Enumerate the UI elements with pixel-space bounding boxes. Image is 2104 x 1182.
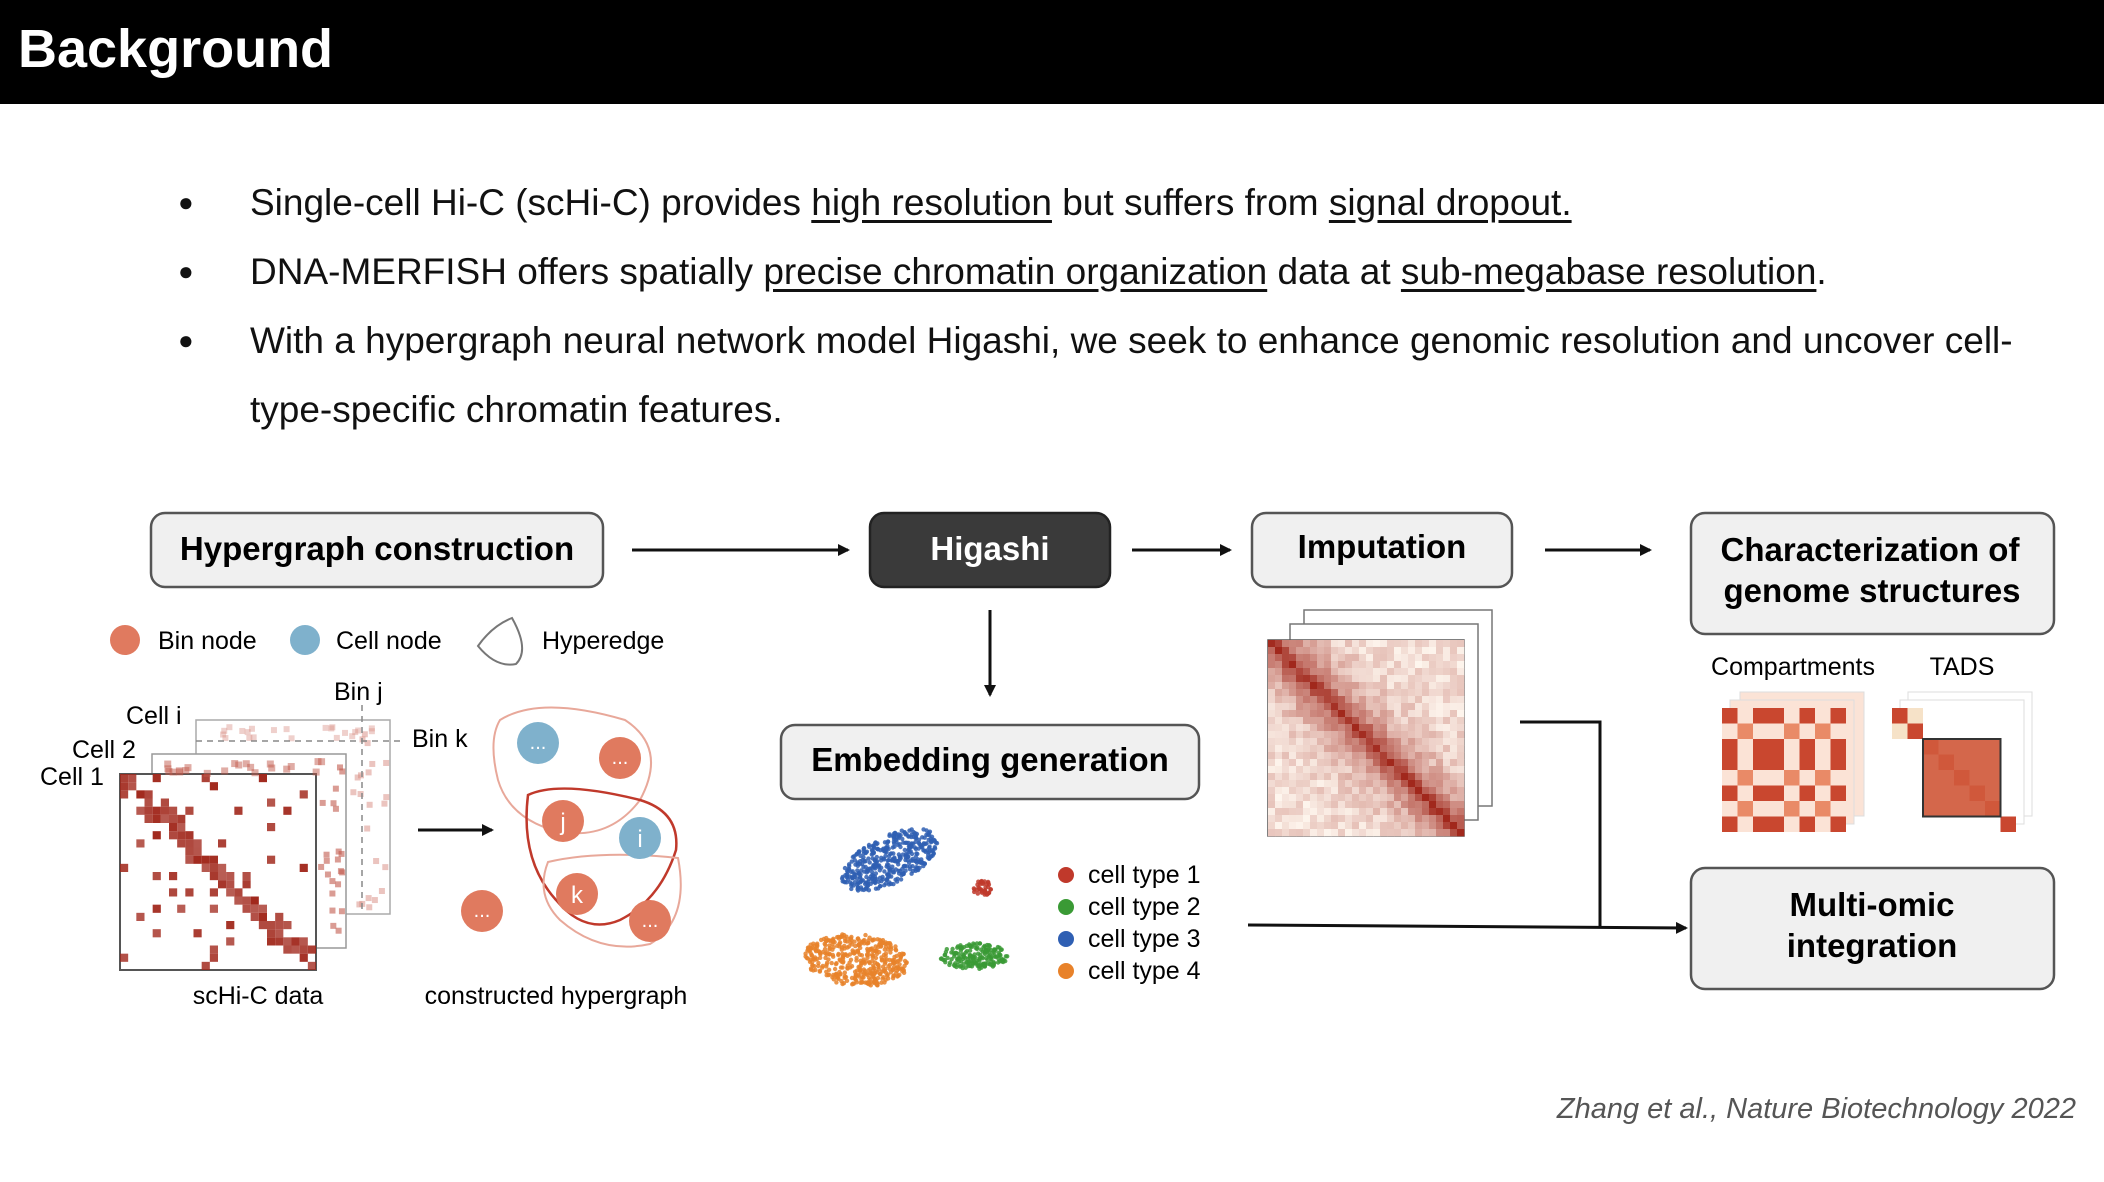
svg-text:k: k [571,882,584,909]
bin-node-k [556,873,598,915]
hypergraph-construction-box: Hypergraph construction [149,511,605,589]
hypergraph-caption: constructed hypergraph [425,982,688,1010]
multiomic-box: Multi-omic integration [1689,866,2056,991]
box-label: integration [1787,927,1958,964]
cell-type-1-swatch [1058,867,1074,883]
bin-node-swatch [110,625,140,655]
bullet-list: ● Single-cell Hi-C (scHi-C) provides hig… [170,168,2013,444]
cell-type-4-swatch [1058,963,1074,979]
imputed-matrices [1267,609,1493,837]
svg-text:...: ... [642,910,659,932]
legend-label: cell type 3 [1088,925,1201,953]
arrow-embedding-to-multiomic [1247,921,1688,934]
bullet-text: DNA-MERFISH offers spatially [250,251,764,292]
cell-type-3-swatch [1058,931,1074,947]
box-label: Embedding generation [811,741,1169,778]
slide-title: Background [18,19,334,79]
tad-matrix [1892,708,2016,832]
bullet-3: ● With a hypergraph neural network model… [170,306,2030,444]
bullet-text: With a hypergraph neural network model H… [250,320,2013,430]
matrix-caption: scHi-C data [193,982,324,1010]
box-label: Imputation [1298,528,1467,565]
svg-text:...: ... [612,747,629,769]
bin-node [461,890,503,932]
hyperedge-1 [492,706,652,835]
svg-text:...: ... [530,732,547,754]
bin-node [629,900,671,942]
matrix-label: Cell 2 [72,736,136,764]
legend-label: cell type 4 [1088,957,1201,985]
cell-type-2-swatch [1058,899,1074,915]
matrix-label: Bin j [334,678,383,706]
box-label: Higashi [930,530,1049,567]
schic-matrices: Cell i Cell 2 Cell 1 Bin j Bin k scHi-C … [40,678,468,1010]
cell-node-swatch [290,625,320,655]
compartments-label: Compartments [1711,653,1875,681]
svg-text:j: j [559,809,565,836]
bullet-text: data at [1267,251,1401,292]
svg-text:i: i [637,826,642,853]
node-legend: Bin node Cell node Hyperedge [110,616,664,666]
bullet-2: ● DNA-MERFISH offers spatially precise c… [170,237,1990,306]
higashi-box: Higashi [868,511,1112,589]
matrix-label: Cell i [126,702,182,730]
bin-node-j [542,800,584,842]
matrix-label: Bin k [412,725,468,753]
embedding-generation-box: Embedding generation [779,723,1201,801]
matrix-cell-1-contacts [120,774,316,970]
cell-node-i [619,817,661,859]
characterization-box: Characterization of genome structures [1689,511,2056,636]
bin-node [599,737,641,779]
legend-label: cell type 2 [1088,893,1201,921]
legend-label: Bin node [158,627,257,655]
legend-label: Hyperedge [542,627,664,655]
underlined-text: sub-megabase resolution [1400,251,1817,292]
compartment-matrix [1722,708,1846,832]
bullet-text: Single-cell Hi-C (scHi-C) provides [250,182,812,223]
legend-label: cell type 1 [1088,861,1201,889]
structure-panels: Compartments TADS [1711,653,2033,832]
flow-arrows [632,544,1688,934]
box-label: Multi-omic [1790,886,1955,923]
legend-label: Cell node [336,627,442,655]
citation: Zhang et al., Nature Biotechnology 2022 [1556,1093,2076,1125]
matrix-label: Cell 1 [40,763,104,791]
underlined-text: high resolution [811,182,1052,223]
title-bar: Background [0,0,2104,104]
connector-imputation-to-multiomic [1520,720,1602,928]
cell-node [517,722,559,764]
bullet-dot: ● [178,325,194,355]
bullet-dot: ● [178,256,194,286]
bullet-text: . [1816,251,1827,292]
underlined-text: signal dropout. [1328,182,1572,223]
bullet-dot: ● [178,187,194,217]
box-label: Hypergraph construction [180,530,574,567]
embedding-scatter [803,827,1010,988]
box-label: Characterization of [1721,531,2021,568]
imputation-box: Imputation [1250,511,1514,589]
hyperedge-swatch [476,616,523,666]
svg-text:...: ... [474,900,491,922]
bullet-1: ● Single-cell Hi-C (scHi-C) provides hig… [170,168,1990,237]
constructed-hypergraph: ... ... j i k ... ... constructed hyperg… [425,706,688,1010]
underlined-text: precise chromatin organization [763,251,1268,292]
bullet-text: but suffers from [1051,182,1329,223]
tads-label: TADS [1930,653,1995,681]
embedding-legend: cell type 1 cell type 2 cell type 3 cell… [1058,861,1201,985]
box-label: genome structures [1723,572,2020,609]
